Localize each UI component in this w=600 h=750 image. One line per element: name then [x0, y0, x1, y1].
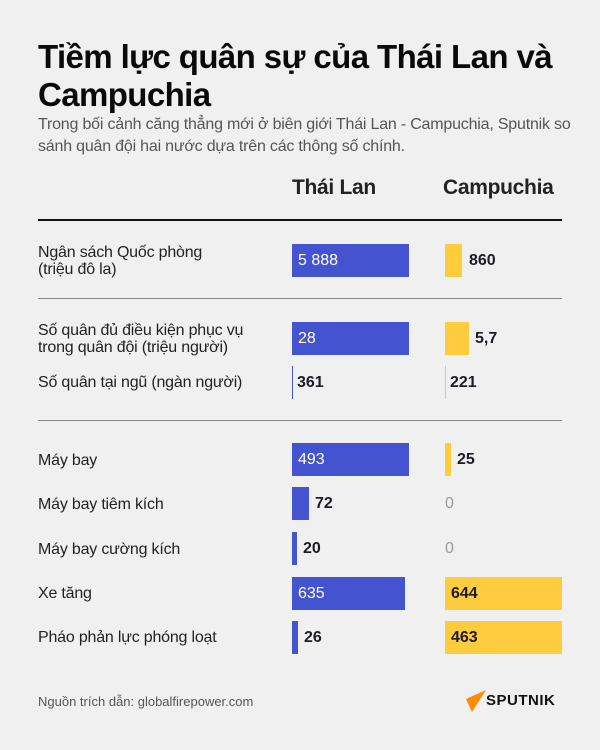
- value-cambodia-active-personnel: 221: [450, 374, 477, 391]
- bar-cambodia-budget: [445, 244, 462, 277]
- value-thailand-budget: 5 888: [298, 252, 339, 269]
- bar-cambodia-tanks: [445, 577, 562, 610]
- bar-cambodia-active-personnel: [445, 366, 446, 399]
- bar-cambodia-mlrs: [445, 621, 562, 654]
- section-divider: [38, 420, 562, 421]
- row-label-attack-aircraft: Máy bay cường kích: [38, 541, 181, 558]
- value-thailand-eligible-manpower: 28: [298, 330, 316, 347]
- bar-thailand-tanks: [292, 577, 405, 610]
- bar-thailand-fighters: [292, 487, 309, 520]
- value-cambodia-mlrs: 463: [451, 629, 478, 646]
- subtitle: Trong bối cảnh căng thẳng mới ở biên giớ…: [38, 116, 571, 155]
- bar-thailand-active-personnel: [292, 366, 293, 399]
- sputnik-logo-icon: [466, 690, 486, 712]
- header-divider: [38, 219, 562, 221]
- source-note: Nguồn trích dẫn: globalfirepower.com: [38, 694, 254, 709]
- bar-thailand-aircraft: [292, 443, 409, 476]
- row-label-eligible-manpower: Số quân đủ điều kiện phục vụ trong quân …: [38, 322, 244, 356]
- value-thailand-attack-aircraft: 20: [303, 540, 321, 557]
- value-thailand-tanks: 635: [298, 585, 325, 602]
- row-label-budget: Ngân sách Quốc phòng (triệu đô la): [38, 244, 203, 278]
- row-label-aircraft: Máy bay: [38, 452, 98, 469]
- value-cambodia-eligible-manpower: 5,7: [475, 330, 498, 347]
- page-title: Tiềm lực quân sự của Thái Lan và Campuch…: [38, 38, 553, 113]
- value-thailand-mlrs: 26: [304, 629, 322, 646]
- row-label-tanks: Xe tăng: [38, 585, 92, 602]
- value-thailand-active-personnel: 361: [297, 374, 324, 391]
- value-cambodia-aircraft: 25: [457, 451, 475, 468]
- sputnik-logo: SPUTNIK: [486, 692, 556, 709]
- value-thailand-aircraft: 493: [298, 451, 325, 468]
- section-divider: [38, 298, 562, 299]
- value-cambodia-attack-aircraft: 0: [445, 540, 454, 557]
- bar-thailand-mlrs: [292, 621, 298, 654]
- row-label-mlrs: Pháo phản lực phóng loạt: [38, 629, 217, 646]
- row-label-active-personnel: Số quân tại ngũ (ngàn người): [38, 374, 243, 391]
- bar-cambodia-eligible-manpower: [445, 322, 469, 355]
- column-header-cambodia: Campuchia: [443, 176, 554, 199]
- bar-thailand-budget: [292, 244, 409, 277]
- value-cambodia-tanks: 644: [451, 585, 478, 602]
- value-cambodia-budget: 860: [469, 252, 496, 269]
- bar-thailand-attack-aircraft: [292, 532, 297, 565]
- bar-thailand-eligible-manpower: [292, 322, 409, 355]
- column-header-thailand: Thái Lan: [292, 176, 376, 199]
- value-thailand-fighters: 72: [315, 495, 333, 512]
- row-label-fighters: Máy bay tiêm kích: [38, 496, 164, 513]
- bar-cambodia-aircraft: [445, 443, 451, 476]
- value-cambodia-fighters: 0: [445, 495, 454, 512]
